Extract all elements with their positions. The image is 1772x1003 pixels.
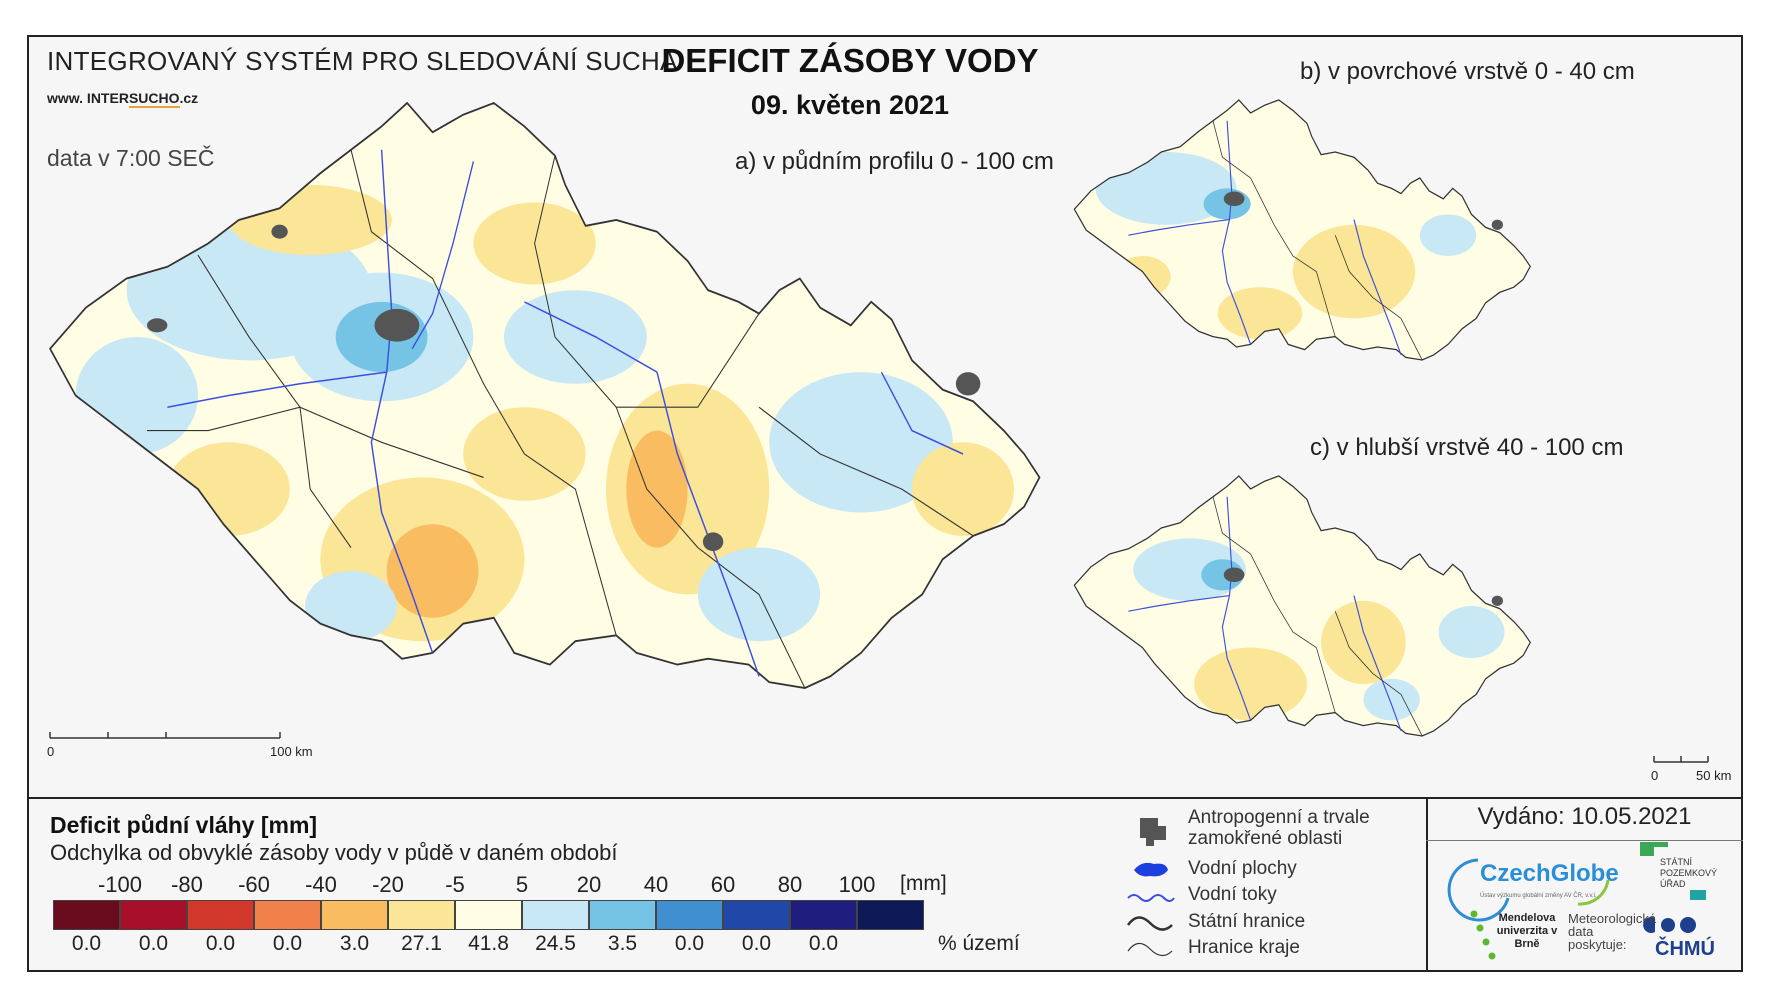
legend-subtitle: Odchylka od obvyklé zásoby vody v půdě v…: [50, 840, 618, 865]
divider: [1426, 797, 1428, 972]
czechglobe-logo-icon: [1447, 858, 1610, 922]
map-b: [1073, 99, 1531, 361]
urban-area-icon: [1140, 818, 1166, 846]
colorbar-swatch: [388, 900, 455, 930]
tick-label: 80: [777, 872, 803, 897]
page-date: 09. květen 2021: [750, 90, 950, 120]
map-a: [49, 102, 1041, 689]
legend-river-label: Vodní toky: [1188, 884, 1277, 905]
mendel-logo: Mendelova univerzita v Brně: [1496, 912, 1558, 950]
website-link[interactable]: www. INTERSUCHO.cz: [47, 90, 199, 108]
legend-state-border-label: Státní hranice: [1188, 911, 1306, 932]
scale-a-end: 100 km: [270, 744, 313, 759]
legend-title: Deficit půdní vláhy [mm]: [50, 812, 318, 838]
website-prefix: www. INTER: [47, 90, 129, 106]
percent-value: 27.1: [401, 932, 442, 955]
percent-value: 0.0: [138, 932, 169, 955]
colorbar-swatch: [120, 900, 187, 930]
river-icon: [1127, 894, 1175, 902]
percent-value: 0.0: [205, 932, 236, 955]
website-highlight: SUCHO: [128, 90, 180, 108]
scale-c-end: 50 km: [1696, 768, 1732, 783]
colorbar-swatch: [522, 900, 589, 930]
tick-label: -5: [445, 872, 465, 897]
scale-bar-c: [1653, 756, 1709, 763]
percent-label: % území: [938, 932, 1020, 955]
map-c: [1073, 475, 1531, 737]
tick-label: -60: [238, 872, 270, 897]
colorbar-swatch: [321, 900, 388, 930]
colorbar-swatch: [656, 900, 723, 930]
czechglobe-subtitle: Ústav výzkumu globální změny AV ČR, v.v.…: [1480, 893, 1597, 899]
colorbar-swatch: [254, 900, 321, 930]
tick-label: 100: [838, 872, 876, 897]
percent-value: 0.0: [71, 932, 102, 955]
issued-date: Vydáno: 10.05.2021: [1477, 803, 1692, 830]
scale-a-zero: 0: [47, 744, 55, 759]
percent-value: 3.5: [607, 932, 638, 955]
colorbar-swatch: [790, 900, 857, 930]
colorbar-swatch: [187, 900, 254, 930]
percent-value: 3.0: [339, 932, 370, 955]
divider: [1426, 840, 1743, 841]
percent-value: 0.0: [808, 932, 839, 955]
czechglobe-logo: CzechGlobe: [1480, 860, 1619, 887]
map-b-caption: b) v povrchové vrstvě 0 - 40 cm: [1300, 58, 1635, 85]
tick-label: 40: [643, 872, 669, 897]
colorbar-swatch: [857, 900, 924, 930]
tick-label: -20: [372, 872, 404, 897]
legend-region-border-label: Hranice kraje: [1188, 937, 1300, 958]
chmu-logo: ČHMÚ: [1655, 938, 1715, 960]
colorbar-swatch: [53, 900, 120, 930]
map-c-caption: c) v hlubší vrstvě 40 - 100 cm: [1310, 434, 1624, 461]
tick-label: 20: [576, 872, 602, 897]
tick-label: -40: [305, 872, 337, 897]
page-title: DEFICIT ZÁSOBY VODY: [661, 42, 1039, 79]
mendel-logo-icon: [1470, 910, 1496, 960]
meteo-label: Meteorologická data poskytuje:: [1568, 911, 1657, 952]
data-time: data v 7:00 SEČ: [47, 145, 215, 171]
percent-value: 0.0: [741, 932, 772, 955]
water-body-icon: [1134, 862, 1168, 877]
map-a-caption: a) v půdním profilu 0 - 100 cm: [735, 148, 1054, 175]
scale-c-zero: 0: [1651, 768, 1659, 783]
tick-label: -100: [97, 872, 143, 897]
legend-water-label: Vodní plochy: [1188, 858, 1297, 879]
website-suffix: .cz: [179, 90, 199, 106]
colorbar-swatch: [455, 900, 522, 930]
colorbar-swatch: [723, 900, 790, 930]
chmu-logo-icon: [1643, 917, 1696, 933]
scale-bar-a: [49, 732, 281, 739]
legend-urban-label: Antropogenní a trvale zamokřené oblasti: [1188, 807, 1370, 849]
percent-value: 24.5: [535, 932, 576, 955]
percent-value: 41.8: [468, 932, 509, 955]
colorbar-swatch: [589, 900, 656, 930]
region-border-icon: [1127, 942, 1173, 957]
system-title: INTEGROVANÝ SYSTÉM PRO SLEDOVÁNÍ SUCHA: [47, 46, 678, 76]
tick-label: 5: [515, 872, 529, 897]
percent-value: 0.0: [272, 932, 303, 955]
spu-logo-icon: [1640, 842, 1706, 900]
state-border-icon: [1126, 916, 1173, 931]
spu-logo: STÁTNÍ POZEMKOVÝ ÚŘAD: [1660, 857, 1718, 889]
tick-label: -80: [171, 872, 203, 897]
divider: [27, 797, 1743, 799]
legend-unit: [mm]: [900, 872, 947, 895]
percent-value: 0.0: [674, 932, 705, 955]
tick-label: 60: [710, 872, 736, 897]
